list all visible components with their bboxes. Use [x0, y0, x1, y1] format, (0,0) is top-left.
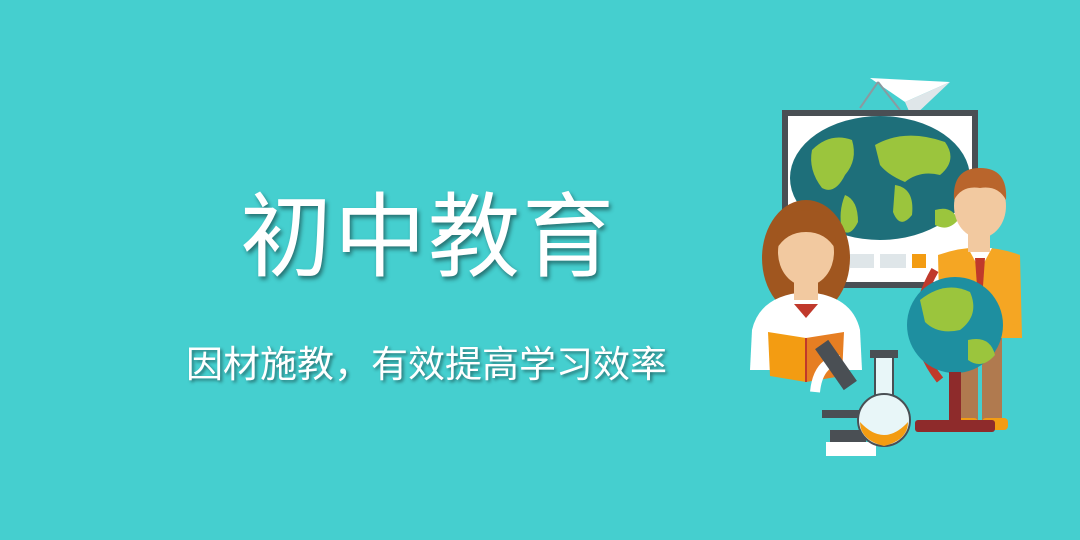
flask-icon [857, 350, 911, 447]
paper-plane-icon [859, 78, 950, 118]
banner-title: 初中教育 [240, 184, 617, 291]
microscope-icon [810, 339, 876, 456]
globe-icon [907, 267, 1003, 432]
banner-subtitle: 因材施教，有效提高学习效率 [186, 343, 667, 386]
education-illustration [750, 78, 1022, 456]
